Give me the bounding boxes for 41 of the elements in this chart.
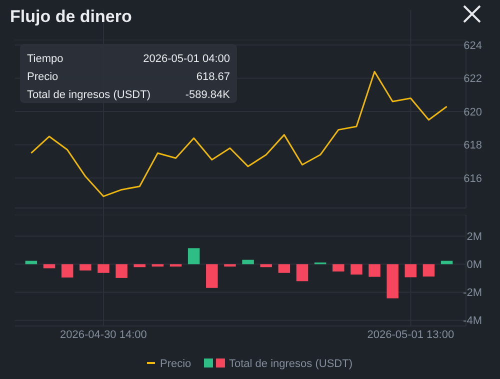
y-tick-label: -2M <box>463 287 482 300</box>
annotation: Total de ingresos (USDT) <box>27 88 150 101</box>
y-tick-label: -4M <box>463 315 482 328</box>
annotation: Precio <box>27 70 58 83</box>
bar <box>170 264 182 267</box>
x-tick-label: 2026-04-30 14:00 <box>60 329 147 341</box>
bar <box>296 264 308 282</box>
y-tick-label: 620 <box>464 106 482 118</box>
bar <box>332 264 344 272</box>
chart-title: Flujo de dinero <box>10 7 132 26</box>
bar <box>278 264 290 273</box>
bar <box>386 264 398 298</box>
bar <box>61 264 74 278</box>
y-tick-label: 624 <box>464 40 482 52</box>
y-tick-label: 2M <box>466 230 482 243</box>
bar <box>188 248 200 264</box>
bar <box>206 264 218 288</box>
legend-label: Precio <box>160 358 192 370</box>
annotation: 2026-05-01 04:00 <box>143 52 230 65</box>
y-tick-label: 618 <box>464 140 482 152</box>
annotation: Tiempo <box>27 52 64 65</box>
bar <box>350 264 362 275</box>
annotation: 618.67 <box>196 70 230 83</box>
bar <box>80 264 92 270</box>
bar <box>368 264 380 277</box>
bar <box>422 264 435 277</box>
bar <box>260 264 272 268</box>
x-tick-label: 2026-05-01 13:00 <box>367 329 454 341</box>
y-tick-label: 622 <box>464 73 482 86</box>
annotation: -589.84K <box>185 88 231 101</box>
bar <box>152 264 164 267</box>
bar <box>116 264 128 278</box>
bar <box>98 264 110 273</box>
bar <box>224 264 236 267</box>
bar <box>43 264 56 268</box>
bar <box>134 264 146 268</box>
bar <box>242 260 254 264</box>
y-tick-label: 616 <box>464 172 482 185</box>
bar <box>404 264 417 278</box>
legend-label: Total de ingresos (USDT) <box>229 358 352 370</box>
y-tick-label: 0M <box>466 259 482 272</box>
